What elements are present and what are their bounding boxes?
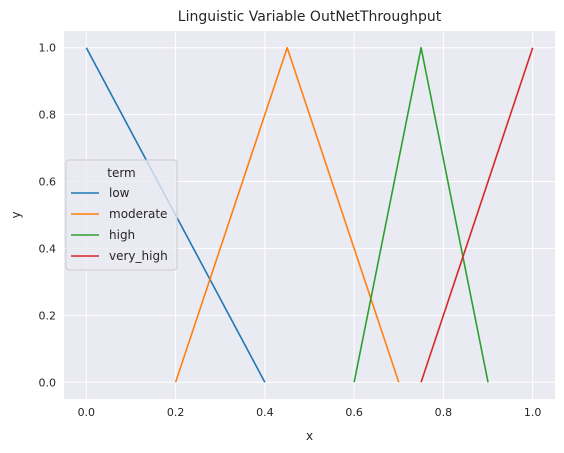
legend-label-very-high: very_high (109, 249, 168, 263)
x-tick-label: 0.6 (345, 406, 363, 419)
legend: term low moderate high very_high (65, 159, 178, 271)
x-tick-label: 1.0 (524, 406, 542, 419)
x-axis: 0.0 0.2 0.4 0.6 0.8 1.0 (78, 406, 542, 419)
y-tick-label: 0.4 (39, 242, 57, 255)
y-axis: 0.0 0.2 0.4 0.6 0.8 1.0 (39, 42, 57, 390)
x-axis-label: x (306, 429, 313, 443)
legend-label-high: high (109, 228, 135, 242)
y-tick-label: 0.6 (39, 176, 57, 189)
x-tick-label: 0.0 (78, 406, 96, 419)
chart-title: Linguistic Variable OutNetThroughput (178, 9, 442, 25)
legend-label-low: low (109, 186, 130, 200)
y-tick-label: 0.0 (39, 376, 57, 389)
y-tick-label: 0.8 (39, 109, 57, 122)
y-tick-label: 1.0 (39, 42, 57, 55)
legend-box (65, 159, 178, 271)
x-tick-label: 0.4 (256, 406, 274, 419)
x-tick-label: 0.2 (167, 406, 185, 419)
y-tick-label: 0.2 (39, 309, 57, 322)
series-line-very-high (420, 47, 534, 383)
legend-title: term (107, 166, 136, 180)
legend-label-moderate: moderate (109, 207, 167, 221)
series-line-high (353, 46, 489, 383)
y-axis-label: y (9, 211, 23, 218)
series-line-moderate (174, 46, 400, 383)
x-tick-label: 0.8 (435, 406, 453, 419)
